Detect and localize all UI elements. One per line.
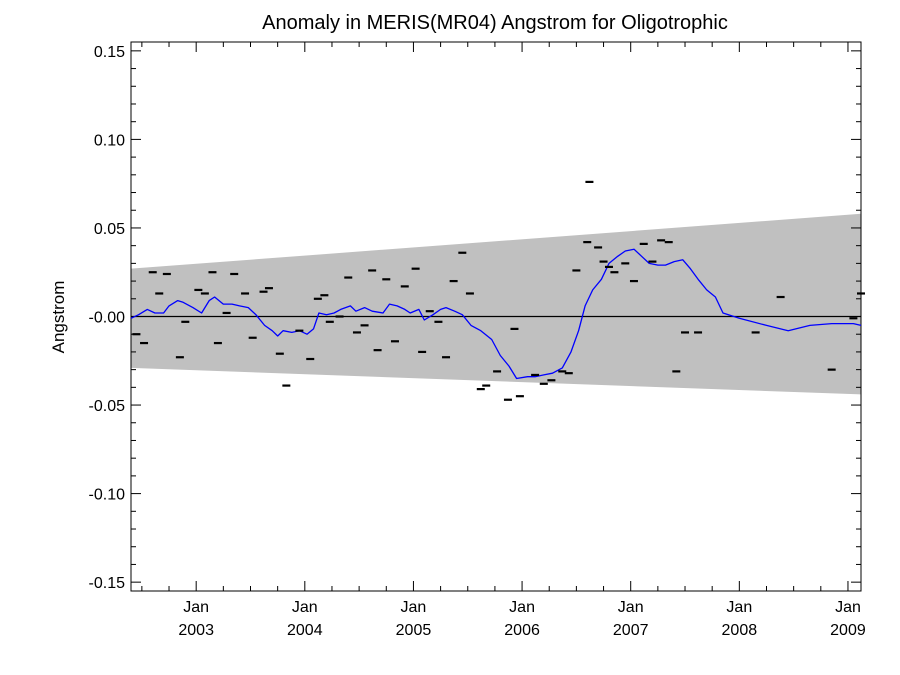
x-tick-month: Jan [835, 599, 861, 616]
x-tick-year: 2005 [396, 622, 432, 639]
y-tick-label: 0.15 [94, 44, 125, 61]
y-tick-label: -0.10 [89, 487, 126, 504]
y-tick-label: -0.00 [89, 310, 126, 327]
x-tick-month: Jan [618, 599, 644, 616]
x-tick-month: Jan [726, 599, 752, 616]
chart-title: Anomaly in MERIS(MR04) Angstrom for Olig… [262, 12, 728, 34]
x-tick-month: Jan [509, 599, 535, 616]
x-tick-month: Jan [292, 599, 318, 616]
x-tick-year: 2009 [830, 622, 866, 639]
y-tick-label: 0.10 [94, 132, 125, 149]
y-tick-label: -0.15 [89, 575, 126, 592]
smoothed-anomaly-line [130, 248, 862, 380]
confidence-band [131, 213, 861, 395]
y-axis-label: Angstrom [49, 281, 68, 354]
y-tick-label: 0.05 [94, 221, 125, 238]
x-tick-year: 2004 [287, 622, 323, 639]
x-tick-month: Jan [183, 599, 209, 616]
x-tick-year: 2008 [722, 622, 758, 639]
x-tick-year: 2006 [504, 622, 540, 639]
plot-area: 0.15 0.10 0.05 -0.00 -0.05 -0.10 -0.15 Jan 2003 J… [89, 41, 866, 639]
x-tick-month: Jan [401, 599, 427, 616]
x-tick-year: 2007 [613, 622, 649, 639]
x-tick-year: 2003 [178, 622, 214, 639]
y-tick-label: -0.05 [89, 398, 126, 415]
